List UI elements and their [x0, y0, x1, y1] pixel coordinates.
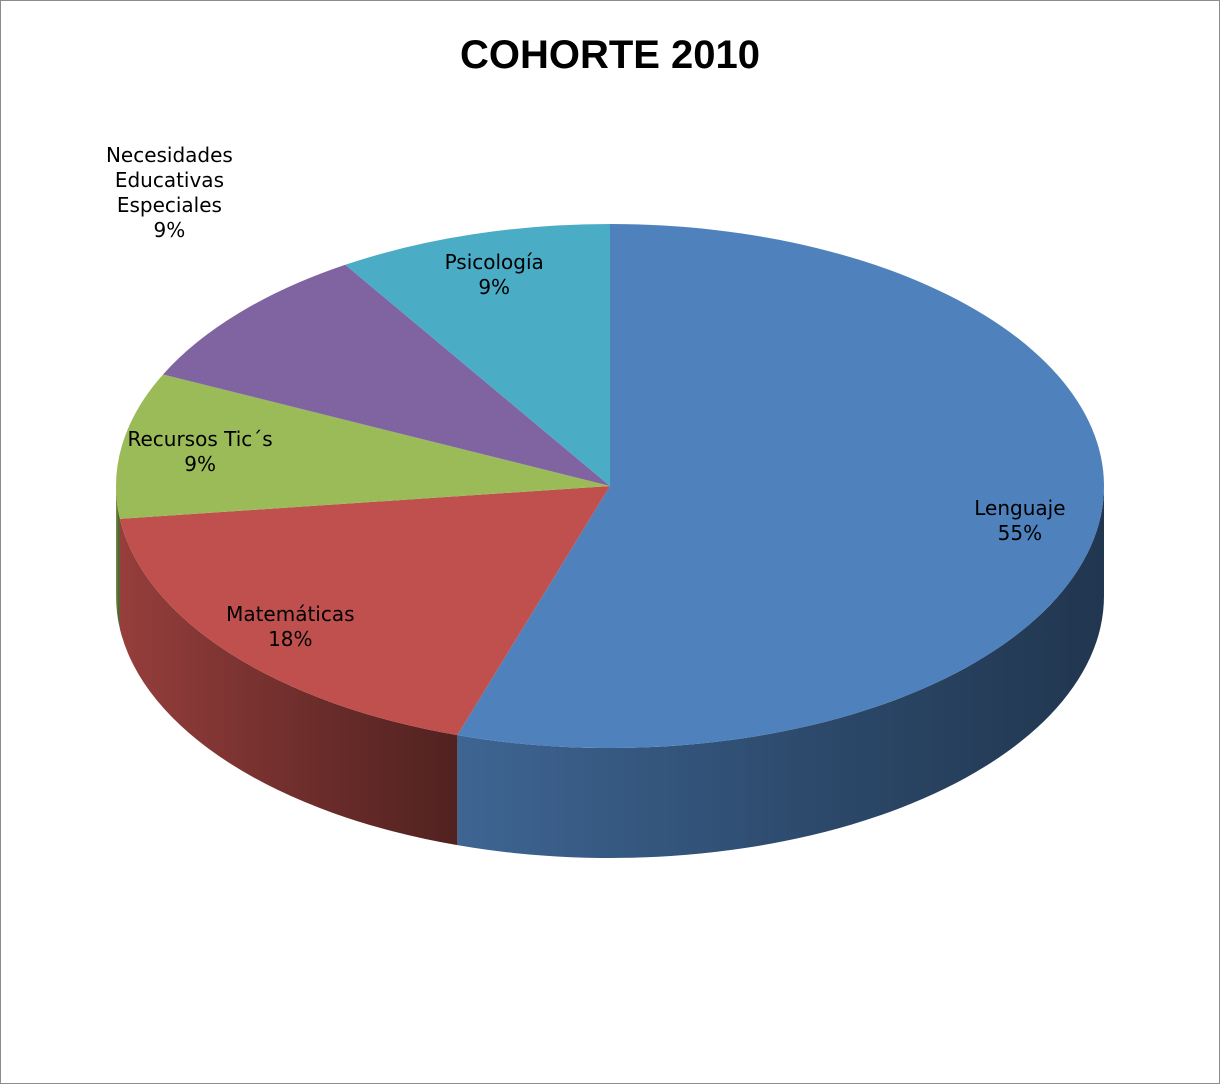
pie-slice-matem-ticas — [119, 486, 611, 736]
pie-tops — [116, 224, 1105, 748]
data-label-percent: 55% — [998, 521, 1042, 545]
data-label-text: Educativas — [115, 168, 224, 192]
pie-slice-recursos-tic-s — [116, 374, 610, 519]
pie-side-recursos-tic-s — [116, 486, 120, 629]
data-label-text: Psicología — [445, 250, 544, 274]
pie-slice-necesidades-educativas-especiales — [163, 264, 610, 486]
chart-title: COHORTE 2010 — [460, 33, 760, 77]
data-label-text: Necesidades — [106, 143, 233, 167]
data-label-text: Lenguaje — [974, 496, 1065, 520]
pie-side-lenguaje — [457, 486, 1105, 859]
data-label-percent: 9% — [478, 275, 510, 299]
pie-slice-psicolog-a — [345, 224, 610, 486]
data-label-text: Recursos Tic´s — [127, 427, 272, 451]
data-label-percent: 18% — [268, 627, 312, 651]
data-label-text: Especiales — [117, 193, 222, 217]
data-label-percent: 9% — [184, 452, 216, 476]
data-label-psicolog-a: Psicología 9% — [445, 250, 544, 299]
pie-slice-lenguaje — [457, 224, 1105, 748]
data-label-text: Matemáticas — [226, 602, 354, 626]
data-label-lenguaje: Lenguaje 55% — [974, 496, 1065, 545]
data-label-recursos-tic-s: Recursos Tic´s 9% — [127, 427, 272, 476]
data-label-necesidades-educativas-especiales: Necesidades Educativas Especiales 9% — [106, 143, 233, 242]
data-label-matem-ticas: Matemáticas 18% — [226, 602, 354, 651]
pie-side-matem-ticas — [119, 518, 458, 846]
data-label-percent: 9% — [154, 218, 186, 242]
pie-sides — [116, 486, 1105, 859]
pie-labels: Lenguaje 55%Matemáticas 18%Recursos Tic´s 9… — [106, 143, 1066, 651]
